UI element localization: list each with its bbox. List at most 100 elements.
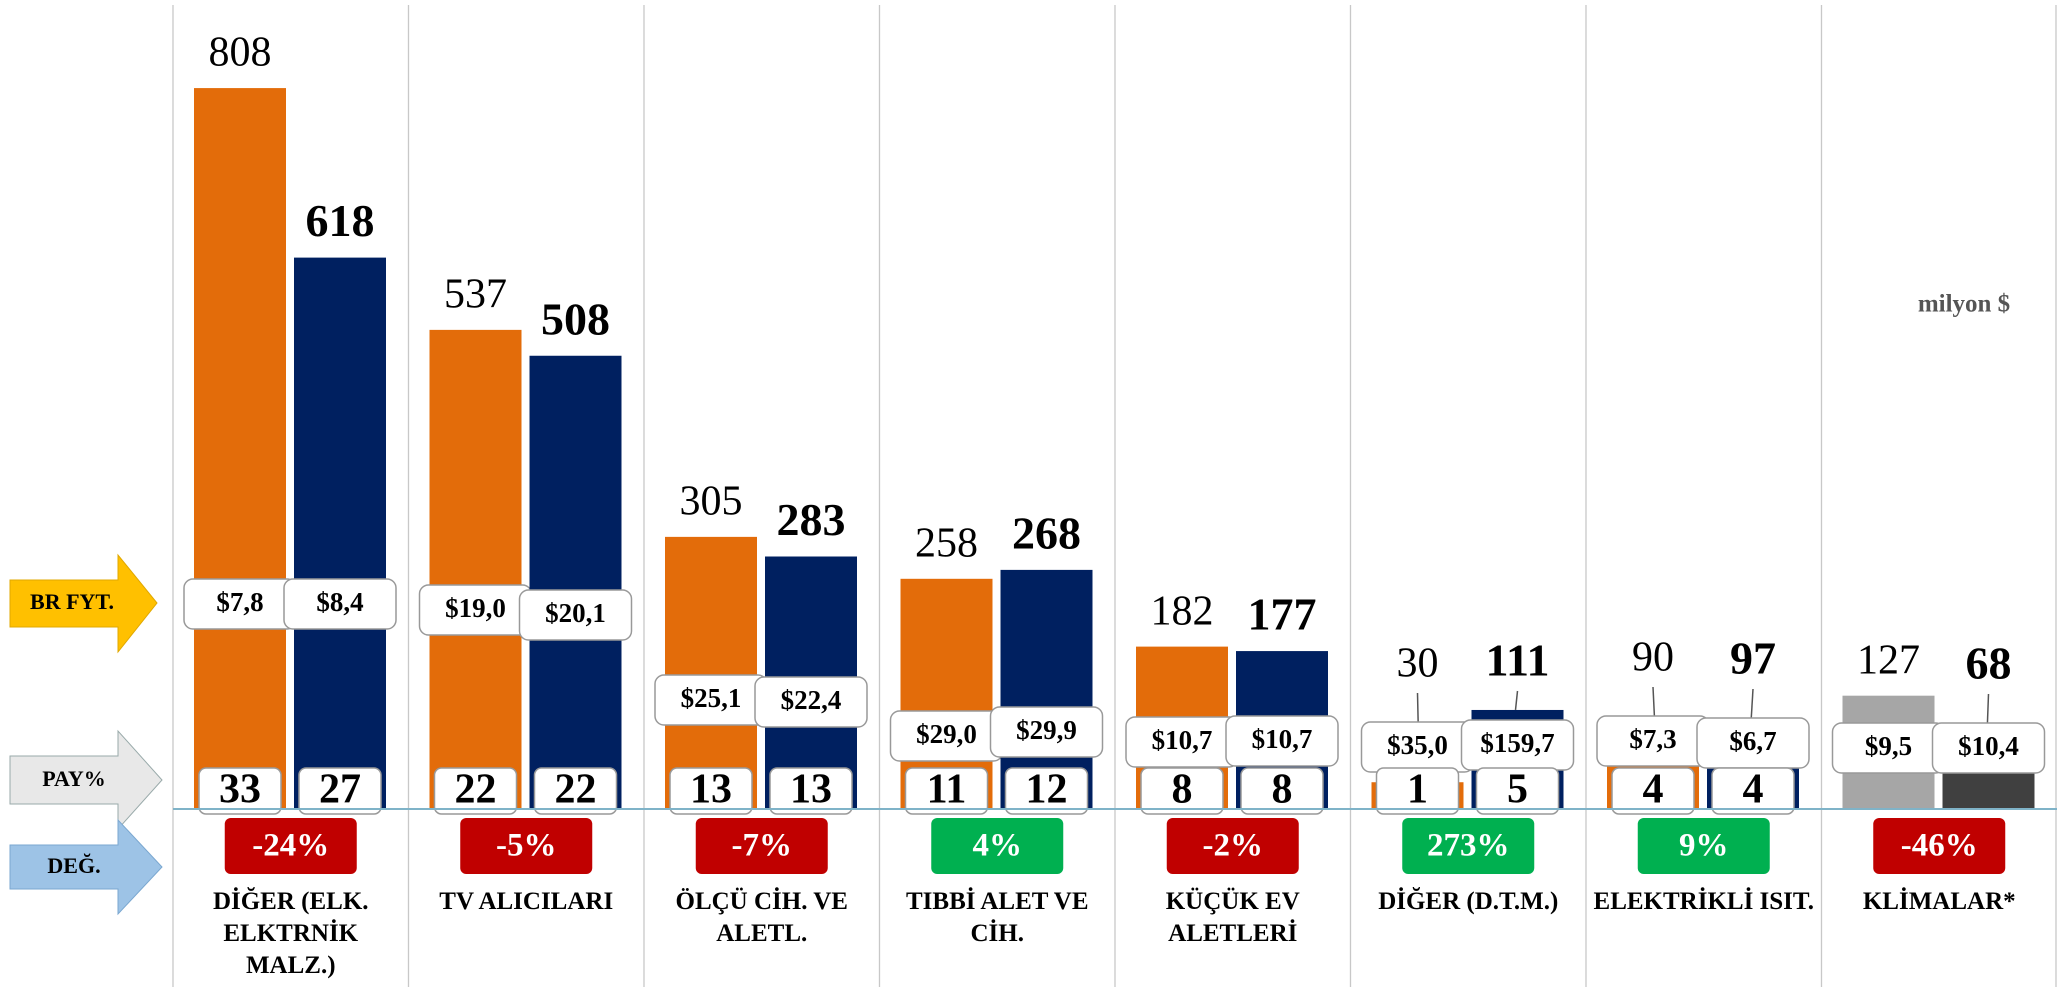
share-label: 22	[455, 767, 497, 813]
category-label: TV ALICILARI	[439, 888, 614, 915]
share-label: 33	[219, 767, 261, 813]
price-row-label: BR FYT.	[30, 589, 114, 614]
share-box	[433, 767, 518, 815]
price-label: $29,9	[1016, 715, 1077, 745]
change-label: -46%	[1901, 828, 1978, 864]
change-label: -7%	[732, 828, 793, 864]
share-label: 13	[690, 767, 732, 813]
value-label: 508	[541, 293, 610, 344]
price-label: $159,7	[1480, 728, 1554, 758]
share-label: 8	[1172, 767, 1193, 813]
value-label: 182	[1151, 588, 1214, 634]
share-label: 4	[1743, 767, 1764, 813]
value-label: 268	[1012, 507, 1081, 558]
share-box	[298, 767, 382, 815]
share-arrow	[9, 729, 163, 831]
change-label: 273%	[1427, 828, 1510, 864]
price-label: $9,5	[1865, 731, 1912, 761]
change-badge	[1873, 818, 2006, 874]
share-box	[1004, 767, 1089, 815]
share-box	[1240, 767, 1324, 815]
bar	[529, 355, 622, 809]
price-arrow	[9, 553, 158, 654]
leader-line	[1750, 688, 1754, 723]
share-label: 22	[555, 767, 597, 813]
change-arrow	[9, 818, 163, 916]
value-label: 127	[1857, 637, 1920, 683]
category-label: DİĞER (ELK. ELKTRNİK MALZ.)	[212, 888, 369, 979]
category-label: KLİMALAR*	[1862, 888, 2016, 915]
bar	[429, 329, 522, 809]
change-row-label: DEĞ.	[47, 853, 100, 878]
category-label: KÜÇÜK EV ALETLERİ	[1165, 888, 1300, 947]
share-box	[669, 767, 753, 815]
value-label: 90	[1632, 635, 1674, 681]
change-badge	[1166, 818, 1299, 874]
price-box	[754, 676, 868, 728]
change-label: -24%	[252, 828, 329, 864]
share-box	[769, 767, 853, 815]
share-box	[1611, 767, 1695, 815]
value-label: 177	[1248, 589, 1317, 640]
share-row-label: PAY%	[42, 766, 106, 791]
value-label: 305	[680, 479, 743, 525]
share-label: 8	[1272, 767, 1293, 813]
bar	[194, 88, 286, 809]
value-label: 68	[1966, 638, 2012, 689]
price-label: $25,1	[681, 683, 742, 713]
price-label: $7,3	[1629, 724, 1676, 754]
category-label: TIBBİ ALET VE CİH.	[905, 888, 1089, 947]
category-label: ÖLÇÜ CİH. VE ALETL.	[675, 888, 849, 947]
change-badge	[1637, 818, 1770, 874]
change-label: -5%	[496, 828, 557, 864]
price-box	[1931, 722, 2046, 774]
share-label: 27	[319, 767, 361, 813]
price-label: $10,7	[1152, 725, 1213, 755]
share-label: 4	[1643, 767, 1664, 813]
change-badge	[460, 818, 593, 874]
change-label: 9%	[1679, 828, 1729, 864]
unit-note: milyon $	[1918, 291, 2010, 318]
price-box	[1225, 715, 1339, 767]
value-label: 258	[915, 520, 978, 566]
value-label: 537	[444, 272, 507, 318]
share-label: 5	[1507, 767, 1528, 813]
change-label: -2%	[1203, 828, 1264, 864]
value-label: 808	[209, 30, 272, 76]
price-label: $20,1	[545, 598, 606, 628]
leader-line	[1514, 690, 1519, 711]
price-label: $8,4	[316, 587, 363, 617]
value-label: 618	[306, 195, 375, 246]
share-box	[1475, 767, 1560, 815]
change-badge	[224, 818, 357, 874]
price-box	[283, 578, 397, 630]
change-label: 4%	[973, 828, 1023, 864]
price-label: $7,8	[216, 587, 263, 617]
value-label: 111	[1486, 635, 1550, 686]
share-label: 1	[1407, 767, 1428, 813]
share-label: 11	[927, 767, 967, 813]
share-box	[1711, 767, 1795, 815]
value-label: 30	[1397, 641, 1439, 687]
share-label: 12	[1026, 767, 1068, 813]
price-label: $22,4	[781, 685, 842, 715]
share-label: 13	[790, 767, 832, 813]
share-box	[904, 767, 989, 815]
change-badge	[1402, 818, 1535, 874]
bar	[294, 257, 386, 809]
price-box	[989, 706, 1104, 758]
share-box	[1140, 767, 1224, 815]
price-label: $10,4	[1958, 731, 2019, 761]
price-label: $19,0	[445, 593, 506, 623]
value-label: 97	[1730, 633, 1776, 684]
category-label: ELEKTRİKLİ ISIT.	[1593, 888, 1814, 915]
value-label: 283	[777, 494, 846, 545]
share-box	[198, 767, 282, 815]
price-label: $10,7	[1252, 724, 1313, 754]
bar	[665, 536, 757, 809]
share-box	[533, 767, 618, 815]
share-box	[1375, 767, 1460, 815]
category-label: DİĞER (D.T.M.)	[1378, 888, 1559, 915]
